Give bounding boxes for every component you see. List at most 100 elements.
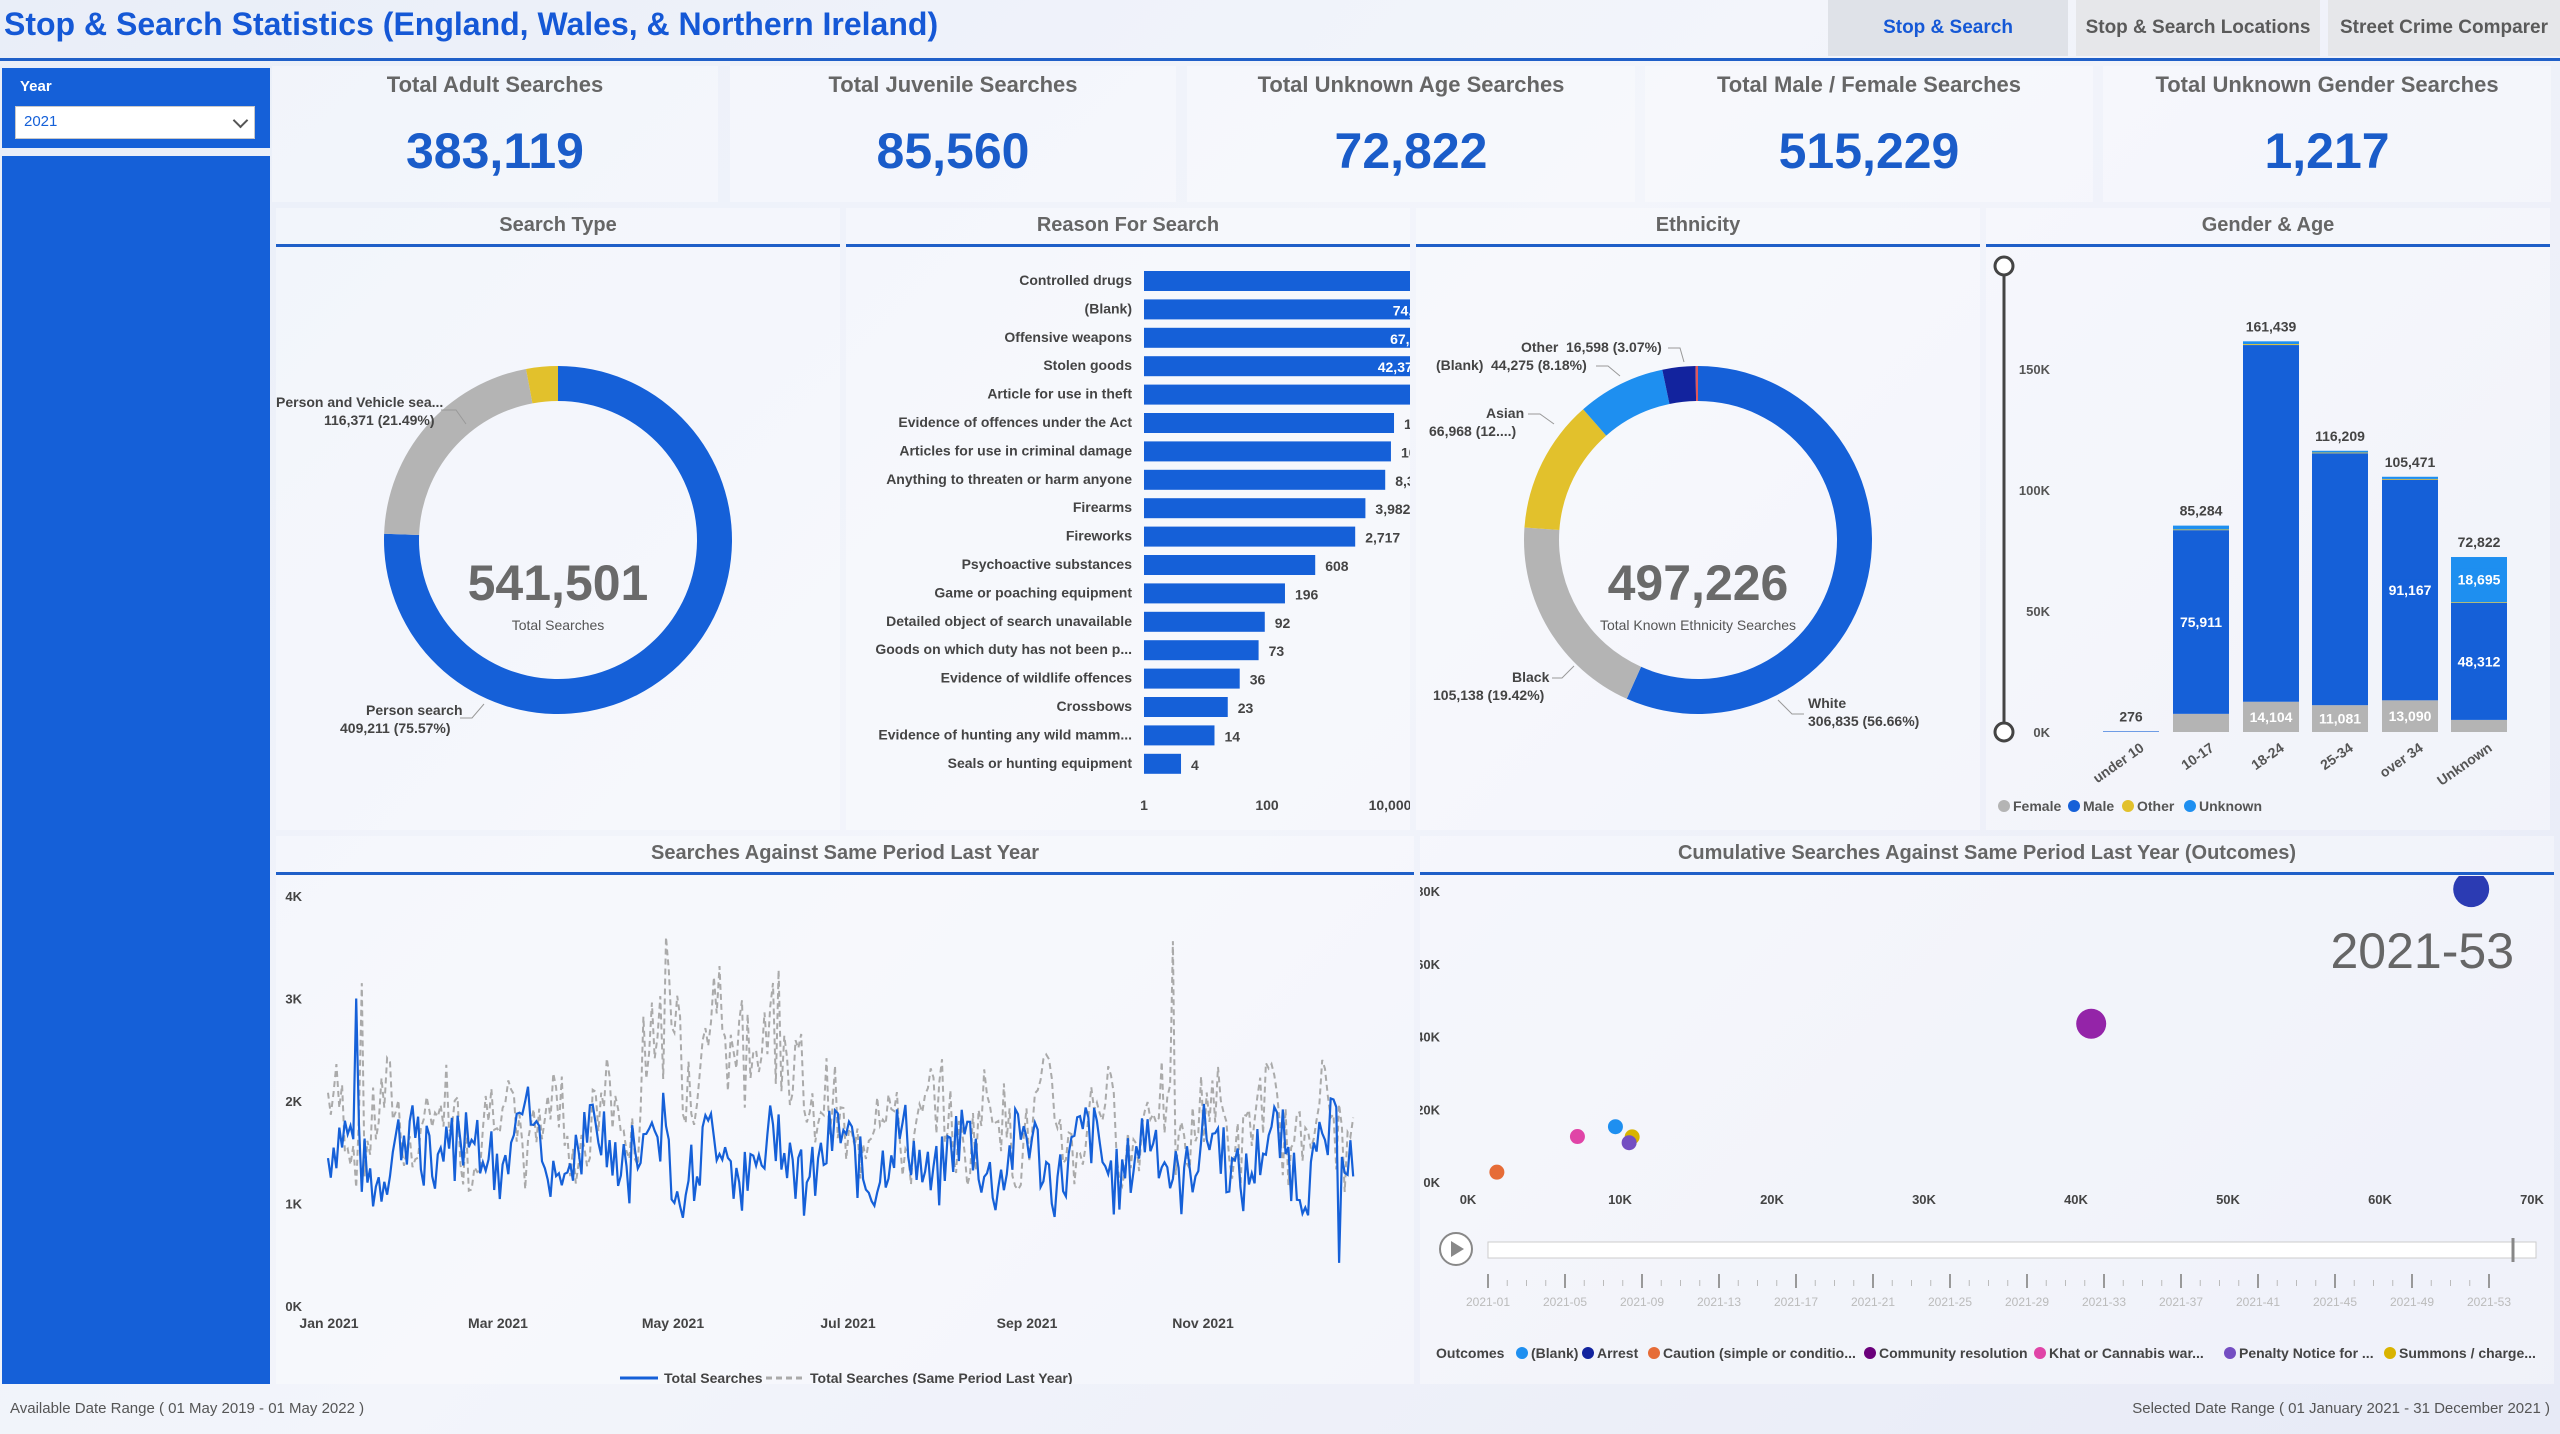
donut-center-value: 497,226 [1608, 555, 1789, 611]
scatter-point[interactable] [1569, 1129, 1585, 1145]
reason-bar[interactable] [1144, 526, 1356, 547]
bar-total-label: 116,209 [2315, 428, 2365, 444]
scatter-point[interactable] [2076, 1008, 2107, 1039]
scatter-point[interactable] [2453, 876, 2490, 908]
kpi-value: 1,217 [2264, 123, 2390, 179]
bar-segment-female[interactable] [2451, 719, 2507, 732]
reason-data-label: 36 [1250, 672, 1266, 688]
ethnicity-slice[interactable] [1524, 527, 1642, 699]
bar-segment-other[interactable] [2312, 452, 2368, 454]
play-axis-tick: 2021-13 [1697, 1295, 1741, 1309]
y-axis-tick: 0K [2033, 725, 2050, 740]
bar-segment-unknown[interactable] [2312, 450, 2368, 453]
reason-category-label: Detailed object of search unavailable [886, 613, 1132, 629]
ethnicity-slice[interactable] [1695, 366, 1698, 402]
reason-bar[interactable] [1144, 469, 1386, 490]
ethnicity-slice[interactable] [1626, 366, 1872, 714]
reason-category-label: Crossbows [1057, 698, 1133, 714]
tab-stop-and-search[interactable]: Stop & Search [1828, 0, 2068, 56]
x-axis-tick: Jan 2021 [299, 1315, 358, 1331]
reason-category-label: Stolen goods [1043, 357, 1132, 373]
reason-bar[interactable] [1144, 271, 1410, 291]
bar-total-label: 72,822 [2458, 534, 2501, 550]
bar-total-label: 105,471 [2385, 454, 2436, 470]
kpi-value: 85,560 [876, 123, 1030, 179]
y-axis-tick: 80K [1420, 884, 1441, 899]
reason-bar[interactable] [1144, 753, 1182, 774]
reason-bar[interactable] [1144, 668, 1240, 689]
footer-available-date-range: Available Date Range ( 01 May 2019 - 01 … [10, 1400, 365, 1417]
scatter-point[interactable] [1607, 1119, 1623, 1135]
scatter-point[interactable] [1489, 1164, 1505, 1180]
bar-segment-other[interactable] [2451, 602, 2507, 603]
search-type-slice[interactable] [384, 368, 533, 536]
x-axis-category: Unknown [2434, 739, 2495, 788]
ethnicity-slice[interactable] [1662, 366, 1697, 404]
play-axis-tick: 2021-53 [2467, 1295, 2511, 1309]
legend-marker [2068, 800, 2080, 812]
bar-segment-label: 13,090 [2389, 708, 2432, 724]
reason-bar[interactable] [1144, 299, 1410, 320]
reason-bar[interactable] [1144, 327, 1410, 348]
reason-category-label: Evidence of offences under the Act [898, 414, 1132, 430]
bar-segment-other[interactable] [2173, 529, 2229, 531]
tab-stop-and-search-locations[interactable]: Stop & Search Locations [2076, 0, 2320, 56]
reason-bar[interactable] [1144, 356, 1410, 377]
play-axis-tick: 2021-29 [2005, 1295, 2049, 1309]
panel-title: Gender & Age [2201, 214, 2335, 236]
reason-bar[interactable] [1144, 498, 1366, 519]
kpi-label: Total Juvenile Searches [828, 72, 1078, 97]
reason-bar[interactable] [1144, 441, 1391, 462]
reason-bar[interactable] [1144, 611, 1265, 632]
legend-marker [1998, 800, 2010, 812]
slice-label-other: Other [1521, 339, 1559, 355]
reason-data-label: 10,362 [1401, 444, 1410, 460]
reason-data-label: 14 [1224, 728, 1240, 744]
reason-bar[interactable] [1144, 583, 1285, 604]
bar-segment-male[interactable] [2243, 345, 2299, 702]
series-line-total-searches[interactable] [326, 998, 1355, 1263]
donut-center-label: Total Known Ethnicity Searches [1600, 617, 1796, 633]
bar-segment-male[interactable] [2103, 731, 2159, 732]
tab-street-crime-comparer[interactable]: Street Crime Comparer [2328, 0, 2560, 56]
reason-bar[interactable] [1144, 384, 1410, 405]
kpi-total-unknown-gender-searches: Total Unknown Gender Searches 1,217 [2103, 66, 2551, 202]
bar-segment-other[interactable] [2382, 478, 2438, 480]
range-slider-handle-top[interactable] [1993, 255, 2015, 277]
range-slider-handle-bottom[interactable] [1993, 721, 2015, 743]
bar-segment-female[interactable] [2173, 713, 2229, 732]
reason-bar[interactable] [1144, 413, 1395, 433]
slice-label-person-vehicle: Person and Vehicle sea... [276, 394, 443, 410]
sidebar-panel [2, 156, 270, 1384]
x-axis-tick: Mar 2021 [468, 1315, 528, 1331]
bar-segment-unknown[interactable] [2173, 525, 2229, 530]
panel-title: Cumulative Searches Against Same Period … [1677, 842, 2296, 864]
ethnicity-slice[interactable] [1524, 409, 1607, 530]
bar-segment-unknown[interactable] [2382, 476, 2438, 479]
slice-detail-blank: 44,275 (8.18%) [1491, 357, 1587, 373]
ethnicity-slice[interactable] [1583, 369, 1670, 436]
play-axis-track[interactable] [1487, 1241, 2537, 1259]
search-type-slice[interactable] [526, 366, 558, 404]
reason-bar[interactable] [1144, 697, 1228, 717]
series-line-last-year[interactable] [327, 936, 1355, 1193]
bar-segment-unknown[interactable] [2243, 341, 2299, 345]
bar-segment-other[interactable] [2243, 344, 2299, 346]
legend-label: Total Searches (Same Period Last Year) [810, 1370, 1073, 1384]
bar-segment-male[interactable] [2312, 453, 2368, 706]
reason-bar[interactable] [1144, 640, 1259, 661]
year-dropdown[interactable]: 2021 [15, 106, 255, 139]
y-axis-tick: 0K [1423, 1175, 1440, 1190]
kpi-value: 72,822 [1334, 123, 1488, 179]
reason-data-label: 2,717 [1365, 530, 1400, 546]
scatter-point[interactable] [1621, 1135, 1637, 1151]
kpi-total-adult-searches: Total Adult Searches 383,119 [272, 66, 718, 202]
kpi-label: Total Unknown Gender Searches [2155, 72, 2499, 97]
legend-marker [2384, 1347, 2396, 1359]
play-axis-tick: 2021-09 [1620, 1295, 1664, 1309]
reason-bar[interactable] [1144, 725, 1215, 746]
reason-bar[interactable] [1144, 555, 1316, 575]
play-axis-tick: 2021-05 [1543, 1295, 1587, 1309]
legend-label: Arrest [1597, 1345, 1639, 1361]
search-type-donut-chart: Person and Vehicle sea... 116,371 (21.49… [276, 366, 732, 736]
